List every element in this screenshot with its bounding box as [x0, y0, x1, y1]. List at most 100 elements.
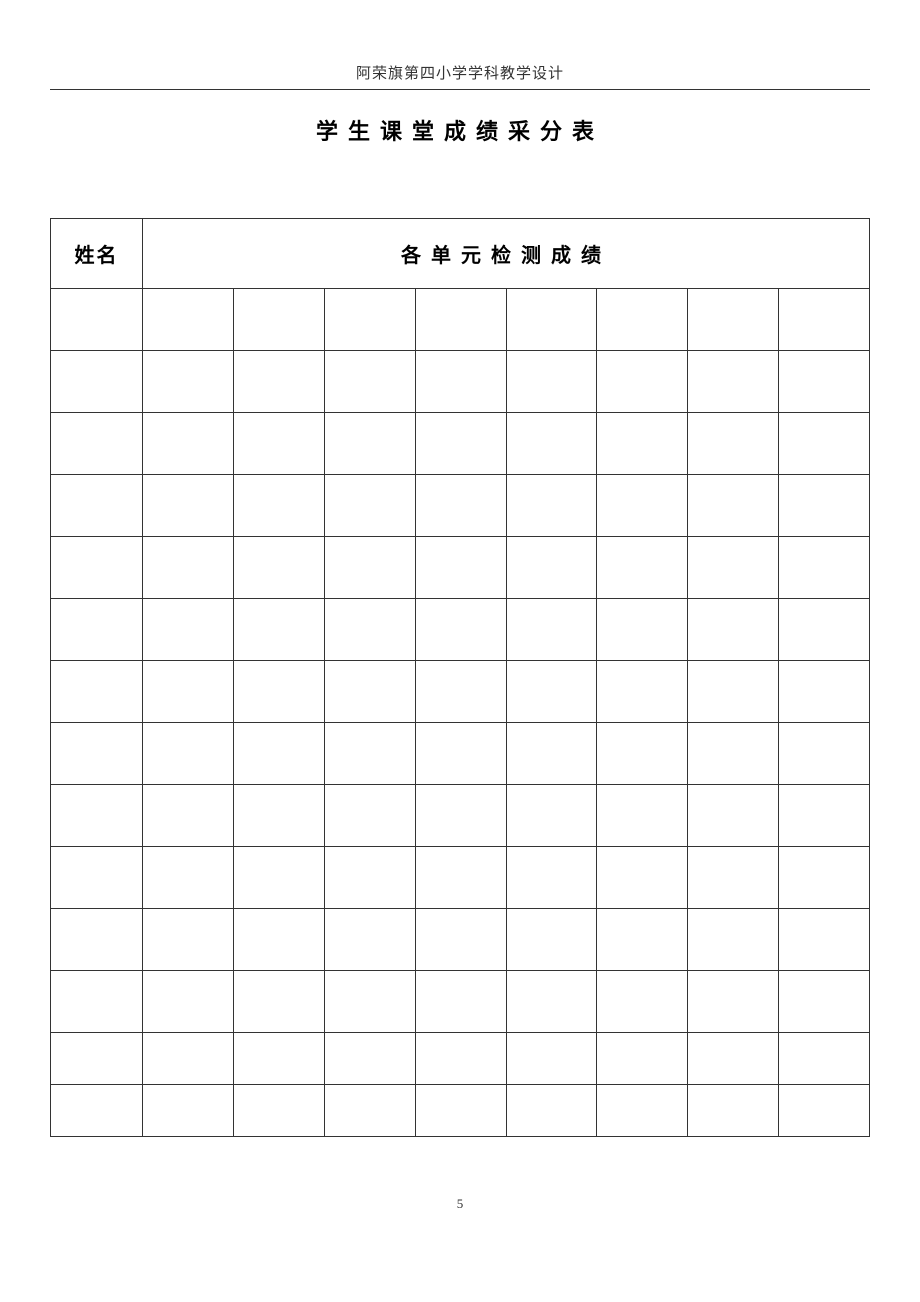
score-cell [415, 785, 506, 847]
name-cell [51, 289, 143, 351]
score-cell [143, 289, 234, 351]
name-cell [51, 909, 143, 971]
score-cell [779, 537, 870, 599]
table-row [51, 847, 870, 909]
table-row [51, 971, 870, 1033]
score-cell [597, 289, 688, 351]
score-cell [688, 971, 779, 1033]
header-divider [50, 89, 870, 90]
score-cell [779, 1085, 870, 1137]
document-header: 阿荣旗第四小学学科教学设计 [0, 0, 920, 83]
score-cell [506, 909, 597, 971]
name-cell [51, 723, 143, 785]
score-cell [415, 475, 506, 537]
page-title: 学生课堂成绩采分表 [0, 114, 920, 146]
score-cell [597, 413, 688, 475]
score-cell [779, 785, 870, 847]
score-cell [233, 475, 324, 537]
score-cell [415, 289, 506, 351]
score-cell [506, 289, 597, 351]
name-cell [51, 1033, 143, 1085]
table-header-row: 姓名 各单元检测成绩 [51, 219, 870, 289]
score-cell [597, 723, 688, 785]
score-cell [506, 475, 597, 537]
score-cell [233, 289, 324, 351]
score-cell [324, 971, 415, 1033]
table-row [51, 909, 870, 971]
score-cell [597, 909, 688, 971]
score-cell [233, 661, 324, 723]
score-cell [143, 351, 234, 413]
score-cell [779, 847, 870, 909]
score-cell [506, 537, 597, 599]
score-table-container: 姓名 各单元检测成绩 [50, 218, 870, 1137]
score-cell [143, 723, 234, 785]
score-cell [688, 351, 779, 413]
table-row [51, 1085, 870, 1137]
score-cell [143, 1085, 234, 1137]
table-row [51, 661, 870, 723]
name-cell [51, 785, 143, 847]
score-cell [324, 1033, 415, 1085]
name-cell [51, 413, 143, 475]
score-cell [233, 785, 324, 847]
score-cell [779, 971, 870, 1033]
score-cell [597, 1085, 688, 1137]
score-cell [779, 723, 870, 785]
score-cell [324, 351, 415, 413]
table-row [51, 599, 870, 661]
score-cell [688, 661, 779, 723]
score-cell [233, 1085, 324, 1137]
score-cell [506, 661, 597, 723]
score-cell [779, 599, 870, 661]
score-cell [597, 785, 688, 847]
name-cell [51, 537, 143, 599]
score-cell [324, 413, 415, 475]
score-cell [233, 351, 324, 413]
score-cell [233, 847, 324, 909]
score-cell [688, 1085, 779, 1137]
score-cell [143, 599, 234, 661]
score-cell [506, 971, 597, 1033]
table-body [51, 289, 870, 1137]
score-cell [779, 289, 870, 351]
score-cell [597, 475, 688, 537]
table-row [51, 475, 870, 537]
name-cell [51, 1085, 143, 1137]
score-cell [324, 599, 415, 661]
score-cell [415, 599, 506, 661]
score-cell [143, 785, 234, 847]
score-cell [415, 971, 506, 1033]
score-cell [233, 599, 324, 661]
score-cell [143, 413, 234, 475]
score-cell [506, 599, 597, 661]
table-row [51, 351, 870, 413]
score-cell [324, 1085, 415, 1137]
score-cell [688, 537, 779, 599]
score-cell [415, 723, 506, 785]
score-cell [415, 1033, 506, 1085]
score-cell [688, 1033, 779, 1085]
name-cell [51, 661, 143, 723]
score-cell [779, 351, 870, 413]
score-cell [233, 537, 324, 599]
score-cell [415, 847, 506, 909]
score-cell [415, 413, 506, 475]
table-row [51, 1033, 870, 1085]
name-cell [51, 847, 143, 909]
score-cell [415, 351, 506, 413]
score-cell [688, 785, 779, 847]
score-cell [688, 413, 779, 475]
score-cell [143, 661, 234, 723]
score-cell [143, 971, 234, 1033]
score-cell [506, 785, 597, 847]
score-cell [688, 289, 779, 351]
score-cell [324, 475, 415, 537]
score-cell [597, 1033, 688, 1085]
score-cell [597, 847, 688, 909]
score-cell [597, 599, 688, 661]
score-cell [506, 1085, 597, 1137]
score-cell [506, 723, 597, 785]
score-cell [597, 537, 688, 599]
score-cell [688, 909, 779, 971]
